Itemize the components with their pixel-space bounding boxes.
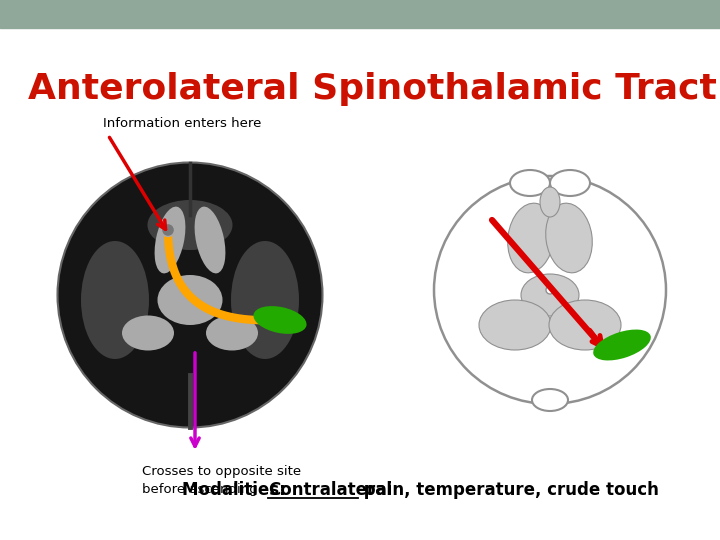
Ellipse shape (206, 315, 258, 350)
Ellipse shape (549, 300, 621, 350)
Text: Anterolateral Spinothalamic Tract: Anterolateral Spinothalamic Tract (28, 72, 717, 106)
Ellipse shape (479, 300, 551, 350)
Ellipse shape (510, 170, 550, 196)
Ellipse shape (546, 286, 554, 294)
Ellipse shape (158, 275, 222, 325)
Ellipse shape (148, 200, 233, 250)
Ellipse shape (540, 187, 560, 217)
Ellipse shape (81, 241, 149, 359)
Ellipse shape (532, 389, 568, 411)
Text: Contralateral: Contralateral (268, 481, 392, 499)
Ellipse shape (546, 203, 593, 273)
Ellipse shape (434, 176, 666, 404)
Bar (0, 0, 720, 28)
Ellipse shape (122, 315, 174, 350)
Ellipse shape (194, 207, 225, 273)
Text: Crosses to opposite site
before ascending: Crosses to opposite site before ascendin… (142, 465, 301, 496)
Ellipse shape (593, 329, 651, 361)
Text: Information enters here: Information enters here (103, 117, 261, 130)
Ellipse shape (550, 170, 590, 196)
Text: pain, temperature, crude touch: pain, temperature, crude touch (358, 481, 659, 499)
Ellipse shape (231, 241, 299, 359)
Ellipse shape (508, 203, 554, 273)
Ellipse shape (521, 274, 579, 316)
Ellipse shape (253, 306, 307, 334)
Ellipse shape (155, 207, 186, 273)
Text: Modalities:: Modalities: (182, 481, 292, 499)
Ellipse shape (161, 224, 174, 237)
Ellipse shape (58, 163, 323, 428)
